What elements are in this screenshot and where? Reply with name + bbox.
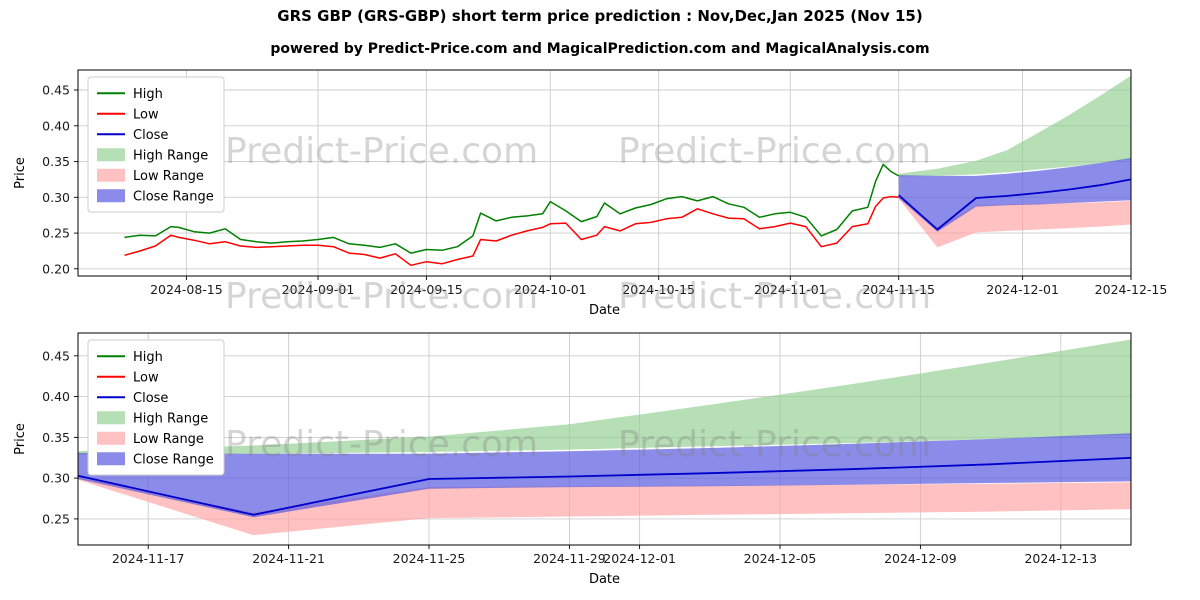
- x-tick-label: 2024-10-15: [622, 282, 695, 297]
- y-tick-label: 0.25: [42, 511, 70, 526]
- series-close: [77, 456, 1132, 516]
- legend-label-close-range: Close Range: [133, 452, 214, 467]
- y-tick-label: 0.35: [42, 430, 70, 445]
- x-tick-label: 2024-11-15: [862, 282, 935, 297]
- x-tick-label: 2024-08-15: [150, 282, 223, 297]
- legend-label-close: Close: [133, 391, 168, 406]
- legend-swatch-low-range: [97, 168, 125, 182]
- x-tick-label: 2024-12-01: [986, 282, 1059, 297]
- x-tick-label: 2024-12-09: [884, 551, 957, 566]
- y-tick-label: 0.20: [42, 261, 70, 276]
- legend-label-high-range: High Range: [133, 411, 208, 426]
- legend-label-high: High: [133, 87, 163, 102]
- x-tick-label: 2024-11-29: [533, 551, 606, 566]
- series-close: [898, 178, 1132, 231]
- plot-border: [77, 69, 1132, 277]
- figure-subtitle: powered by Predict-Price.com and Magical…: [270, 41, 930, 57]
- legend-swatch-high-range: [97, 148, 125, 162]
- legend-label-low-range: Low Range: [133, 432, 204, 447]
- band-low-range: [898, 196, 1131, 248]
- legend: High Low Close High Range Low Range Close Ran…: [87, 339, 225, 476]
- band-high-range: [78, 339, 1131, 455]
- x-tick-label: 2024-12-15: [1095, 282, 1168, 297]
- x-tick-label: 2024-11-01: [754, 282, 827, 297]
- y-tick-label: 0.40: [42, 118, 70, 133]
- x-tick-label: 2024-11-21: [252, 551, 325, 566]
- y-tick-label: 0.45: [42, 83, 70, 98]
- x-tick-label: 2024-09-01: [282, 282, 355, 297]
- y-tick-label: 0.30: [42, 190, 70, 205]
- figure-title: GRS GBP (GRS-GBP) short term price predi…: [277, 7, 923, 25]
- legend-label-close: Close: [133, 128, 168, 143]
- x-tick-label: 2024-12-01: [603, 551, 676, 566]
- series-high: [124, 163, 900, 254]
- legend-label-close-range: Close Range: [133, 189, 214, 204]
- y-tick-label: 0.35: [42, 154, 70, 169]
- y-axis-label: Price: [13, 157, 28, 189]
- y-tick-label: 0.40: [42, 389, 70, 404]
- y-tick-label: 0.30: [42, 471, 70, 486]
- legend-label-low: Low: [133, 107, 159, 122]
- plot-border: [77, 332, 1132, 546]
- x-axis-label: Date: [589, 303, 620, 318]
- legend-label-low: Low: [133, 370, 159, 385]
- legend-swatch-close-range: [97, 189, 125, 203]
- x-tick-label: 2024-10-01: [514, 282, 587, 297]
- price-chart-top: 2024-08-15 2024-09-01 2024-09-15 2024-10-01…: [13, 69, 1168, 318]
- series-low: [124, 195, 899, 267]
- x-axis-label: Date: [589, 572, 620, 587]
- x-tick-label: 2024-12-13: [1024, 551, 1097, 566]
- legend-label-high-range: High Range: [133, 148, 208, 163]
- y-tick-label: 0.25: [42, 226, 70, 241]
- legend-swatch-high-range: [97, 411, 125, 425]
- x-tick-label: 2024-09-15: [390, 282, 463, 297]
- legend-label-low-range: Low Range: [133, 169, 204, 184]
- price-chart-bottom: 2024-11-17 2024-11-21 2024-11-25 2024-11-29…: [13, 332, 1132, 587]
- y-tick-label: 0.45: [42, 348, 70, 363]
- y-axis-label: Price: [13, 423, 28, 455]
- x-tick-label: 2024-11-25: [393, 551, 466, 566]
- x-tick-label: 2024-12-05: [744, 551, 817, 566]
- band-low-range: [78, 477, 1131, 536]
- x-tick-label: 2024-11-17: [112, 551, 185, 566]
- legend-swatch-low-range: [97, 431, 125, 445]
- legend-label-high: High: [133, 350, 163, 365]
- legend-swatch-close-range: [97, 452, 125, 466]
- band-high-range: [898, 75, 1131, 177]
- legend: High Low Close High Range Low Range Close Ran…: [87, 76, 225, 213]
